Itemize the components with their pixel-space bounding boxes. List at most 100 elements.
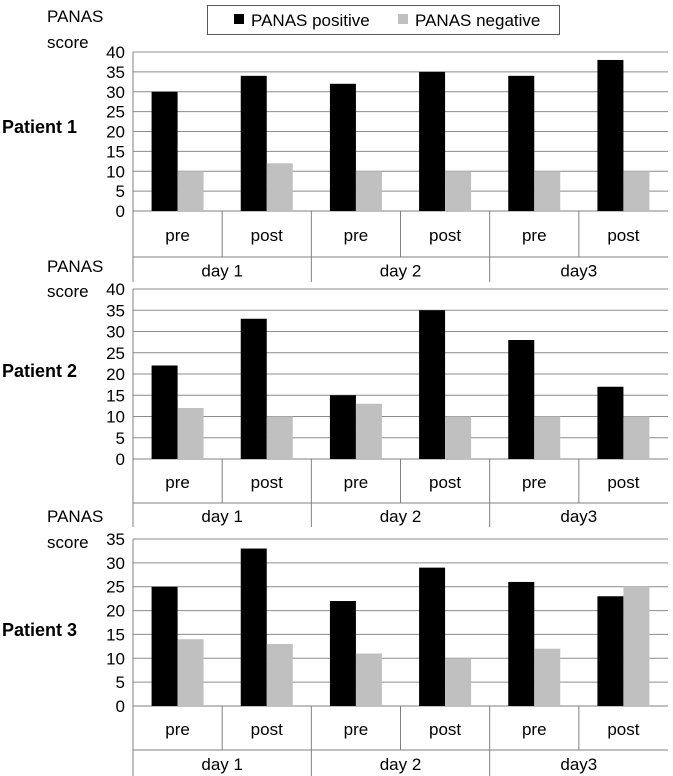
patient3-group-label: day 2 [380,755,422,774]
patient2-bar-negative-6 [623,416,650,459]
patient1-bar-negative-1 [177,171,204,211]
patient1-category-label: post [251,226,283,245]
patient1-ytick-label: 20 [106,123,125,142]
patient2-ytick-label: 15 [106,386,125,405]
patient3-bar-positive-4 [419,567,446,706]
patient2-group-label: day 2 [380,507,422,526]
patient2-category-label: post [251,473,283,492]
patient1-bar-positive-2 [240,75,267,211]
patient1-bar-negative-6 [623,171,650,211]
patient3-bar-positive-5 [508,581,535,706]
patient2-ytick-label: 25 [106,344,125,363]
legend-item-positive: PANAS positive [234,11,370,31]
patient3-bar-negative-1 [177,639,204,706]
patient3-group-label: day 1 [201,755,243,774]
patient2-bar-positive-6 [597,386,624,459]
patient3-panel-label: Patient 3 [2,620,77,640]
patient3-ytick-label: 5 [116,673,125,692]
patient3-category-label: post [251,720,283,739]
patient3-ytick-label: 15 [106,625,125,644]
patient2-bar-negative-5 [534,416,561,459]
patient2-ylabel-line2: score [47,282,89,301]
patient2-bar-negative-4 [445,416,472,459]
patient2-bar-positive-1 [151,365,178,459]
patient2-category-label: pre [344,473,369,492]
patient3-ylabel-line1: PANAS [47,507,103,526]
patient1-bar-negative-2 [266,163,293,211]
patient1-category-label: pre [522,226,547,245]
patient2-group-label: day3 [560,507,597,526]
patient3-ytick-label: 25 [106,578,125,597]
patient3-ytick-label: 20 [106,602,125,621]
patient3-category-label: pre [344,720,369,739]
patient1-ylabel-line1: PANAS [47,7,103,26]
patient1-category-label: pre [344,226,369,245]
patient3-bar-negative-6 [623,586,650,706]
patient3-bar-positive-3 [329,601,356,706]
legend-swatch-positive [234,14,244,24]
patient1-ytick-label: 35 [106,63,125,82]
patient2-ytick-label: 35 [106,301,125,320]
patient3-category-label: post [607,720,639,739]
patient3-bar-negative-3 [355,653,382,706]
patient1-ytick-label: 0 [116,202,125,221]
patient1-bar-positive-4 [419,71,446,211]
patient1-panel-label: Patient 1 [2,117,77,137]
patient1-group-label: day3 [560,262,597,281]
patient1-bar-positive-5 [508,75,535,211]
patient2-bar-positive-2 [240,318,267,459]
patient3-group-label: day3 [560,755,597,774]
patient3-ytick-label: 30 [106,554,125,573]
patient1-ytick-label: 25 [106,103,125,122]
patient3-ytick-label: 10 [106,649,125,668]
patient2-bar-negative-2 [266,416,293,459]
patient1-bar-negative-3 [355,171,382,211]
patient1-bar-positive-6 [597,59,624,212]
patient2-category-label: pre [522,473,547,492]
patient2-bar-negative-1 [177,408,204,459]
patient1-category-label: post [429,226,461,245]
patient3-bar-negative-5 [534,648,561,706]
patient1-bar-positive-1 [151,91,178,211]
legend-item-negative: PANAS negative [398,11,540,31]
patient3-ytick-label: 0 [116,697,125,716]
patient1-group-label: day 1 [201,262,243,281]
patient1-category-label: pre [165,226,190,245]
patient3-bar-positive-6 [597,596,624,706]
patient2-bar-negative-3 [355,403,382,459]
patient1-ytick-label: 10 [106,162,125,181]
legend-label-negative: PANAS negative [415,11,541,30]
patient1-ylabel-line2: score [47,33,89,52]
patient1-category-label: post [607,226,639,245]
patient3-bar-positive-2 [240,548,267,706]
patient2-group-label: day 1 [201,507,243,526]
chart-legend: PANAS positive PANAS negative [207,5,560,35]
patient2-panel-label: Patient 2 [2,361,77,381]
patient3-ytick-label: 35 [106,530,125,549]
patient2-ytick-label: 20 [106,365,125,384]
patient2-ylabel-line1: PANAS [47,257,103,276]
patient2-ytick-label: 40 [106,280,125,299]
patient2-bar-positive-5 [508,340,535,459]
patient2-category-label: post [429,473,461,492]
patient1-ytick-label: 15 [106,142,125,161]
patient3-category-label: post [429,720,461,739]
patient1-ytick-label: 30 [106,83,125,102]
patient3-bar-negative-4 [445,658,472,706]
patient2-ytick-label: 10 [106,408,125,427]
patient1-ytick-label: 40 [106,43,125,62]
patient2-category-label: pre [165,473,190,492]
patient1-group-label: day 2 [380,262,422,281]
patient2-bar-positive-4 [419,310,446,459]
patient3-category-label: pre [165,720,190,739]
patient1-bar-negative-4 [445,171,472,211]
patient1-bar-negative-5 [534,171,561,211]
patient2-bar-positive-3 [329,395,356,459]
legend-swatch-negative [398,14,408,24]
patient2-ytick-label: 5 [116,429,125,448]
patient2-category-label: post [607,473,639,492]
patient1-bar-positive-3 [329,83,356,211]
patient3-ylabel-line2: score [47,533,89,552]
patient3-bar-positive-1 [151,586,178,706]
